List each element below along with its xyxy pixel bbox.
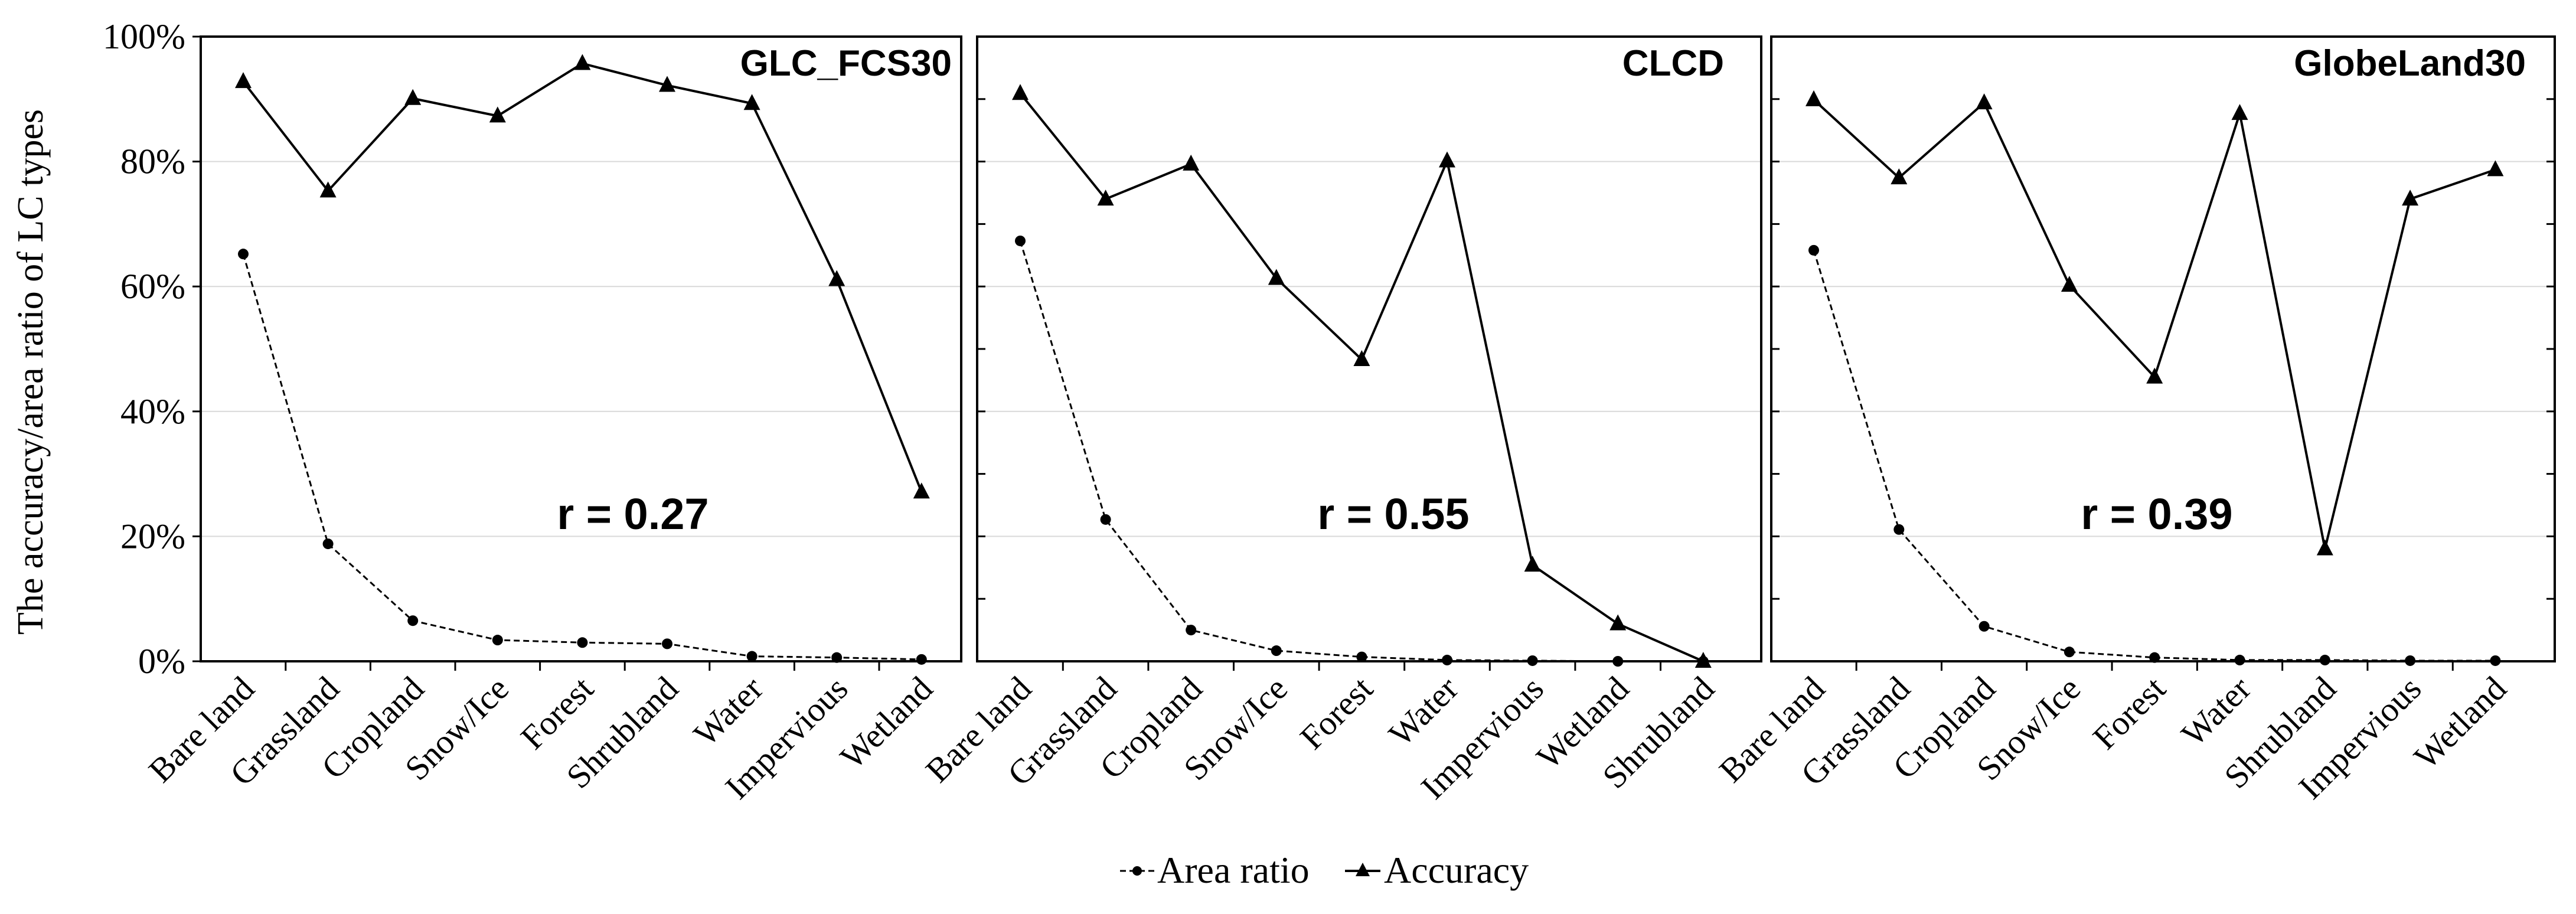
legend-area-ratio-label: Area ratio (1157, 849, 1310, 891)
globeland30-accuracy-point-impervious (2402, 190, 2419, 206)
legend-accuracy-marker-icon (1356, 863, 1370, 876)
y-tick-label-100: 100% (103, 17, 185, 56)
clcd-area-ratio-line (1019, 240, 1703, 662)
clcd-accuracy-point-water (1439, 151, 1455, 168)
clcd-area-ratio-point-wetland (1612, 656, 1624, 667)
clcd-accuracy-point-grassland (1097, 190, 1114, 206)
glc-fcs30-area-ratio-point-snow-ice (492, 635, 503, 646)
clcd-correlation-label: r = 0.55 (1317, 489, 1469, 538)
glc-fcs30-area-ratio-point-grassland (322, 538, 334, 550)
globeland30-accuracy-point-grassland (1891, 168, 1908, 185)
globeland30-area-ratio-point-water (2234, 654, 2245, 665)
clcd-accuracy-point-impervious (1524, 556, 1541, 572)
y-axis-title: The accuracy/area ratio of LC types (11, 109, 51, 635)
globeland30-correlation-label: r = 0.39 (2081, 489, 2232, 538)
glc-fcs30-area-ratio-point-bare-land (238, 249, 249, 260)
clcd-accuracy-point-bare-land (1012, 84, 1029, 100)
glc-fcs30-accuracy-point-impervious (828, 270, 845, 286)
glc-fcs30-accuracy-point-snow-ice (489, 106, 506, 123)
glc-fcs30-frame (200, 35, 962, 662)
globeland30-accuracy-point-bare-land (1806, 90, 1822, 106)
y-tick-label-80: 80% (120, 142, 185, 181)
clcd-area-ratio-point-forest (1356, 651, 1367, 662)
legend-accuracy-label: Accuracy (1384, 849, 1529, 891)
globeland30-area-ratio-point-bare-land (1808, 244, 1819, 256)
y-tick-label-20: 20% (120, 517, 185, 556)
globeland30-accuracy-point-cropland (1976, 93, 1993, 110)
globeland30-area-ratio-point-cropland (1978, 621, 1990, 632)
glc-fcs30-accuracy-point-forest (574, 54, 591, 70)
globeland30-accuracy-point-water (2231, 104, 2248, 120)
y-tick-label-0: 0% (138, 642, 185, 681)
clcd-area-ratio-point-impervious (1527, 655, 1538, 666)
glc-fcs30-accuracy-point-wetland (913, 482, 930, 499)
clcd-accuracy-point-cropland (1183, 154, 1200, 171)
glc-fcs30-area-ratio-point-wetland (916, 654, 927, 665)
glc-fcs30-area-ratio-point-forest (577, 637, 588, 648)
clcd-area-ratio-point-cropland (1186, 625, 1197, 636)
clcd-area-ratio-point-snow-ice (1271, 645, 1282, 657)
glc-fcs30-accuracy-point-water (743, 94, 760, 110)
globeland30-accuracy-point-shrubland (2316, 539, 2333, 556)
globeland30-accuracy-point-wetland (2487, 160, 2504, 177)
globeland30-area-ratio-point-grassland (1893, 524, 1905, 535)
globeland30-accuracy-point-snow-ice (2061, 276, 2078, 292)
globeland30-area-ratio-point-shrubland (2319, 654, 2330, 665)
y-tick-label-40: 40% (120, 392, 185, 431)
globeland30-area-ratio-point-forest (2149, 652, 2160, 663)
legend: Area ratio Accuracy (1120, 849, 1529, 891)
globeland30-accuracy-point-forest (2146, 367, 2163, 384)
clcd-accuracy-point-wetland (1609, 614, 1627, 631)
globeland30-area-ratio-point-wetland (2490, 655, 2501, 666)
legend-area-ratio-marker-icon (1132, 866, 1142, 876)
clcd-accuracy-point-snow-ice (1268, 269, 1285, 285)
glc-fcs30-correlation-label: r = 0.27 (557, 489, 709, 538)
clcd-area-ratio-point-water (1442, 654, 1452, 665)
glc-fcs30-accuracy-point-cropland (404, 89, 422, 105)
glc-fcs30-area-ratio-point-cropland (407, 615, 419, 626)
clcd-area-ratio-point-bare-land (1015, 235, 1026, 246)
glc-fcs30-accuracy-point-bare-land (235, 72, 252, 89)
y-tick-label-60: 60% (120, 267, 185, 306)
y-axis: 0% 20% 40% 60% 80% 100% (103, 17, 2555, 681)
glc-fcs30-area-ratio-point-impervious (831, 652, 843, 663)
glc-fcs30-area-ratio-point-shrubland (662, 638, 672, 649)
clcd-accuracy-point-shrubland (1695, 652, 1712, 668)
globeland30-area-ratio-point-impervious (2405, 655, 2416, 666)
glc-fcs30-title: GLC_FCS30 (740, 43, 952, 84)
globeland30-title: GlobeLand30 (2294, 43, 2526, 84)
clcd-title: CLCD (1622, 43, 1724, 84)
clcd-area-ratio-point-grassland (1100, 514, 1111, 525)
globeland30-area-ratio-point-snow-ice (2064, 647, 2075, 658)
clcd-accuracy-point-forest (1353, 350, 1370, 366)
glc-fcs30-accuracy-point-shrubland (659, 76, 675, 92)
glc-fcs30-accuracy-point-grassland (319, 181, 337, 198)
glc-fcs30-area-ratio-point-water (746, 651, 758, 662)
